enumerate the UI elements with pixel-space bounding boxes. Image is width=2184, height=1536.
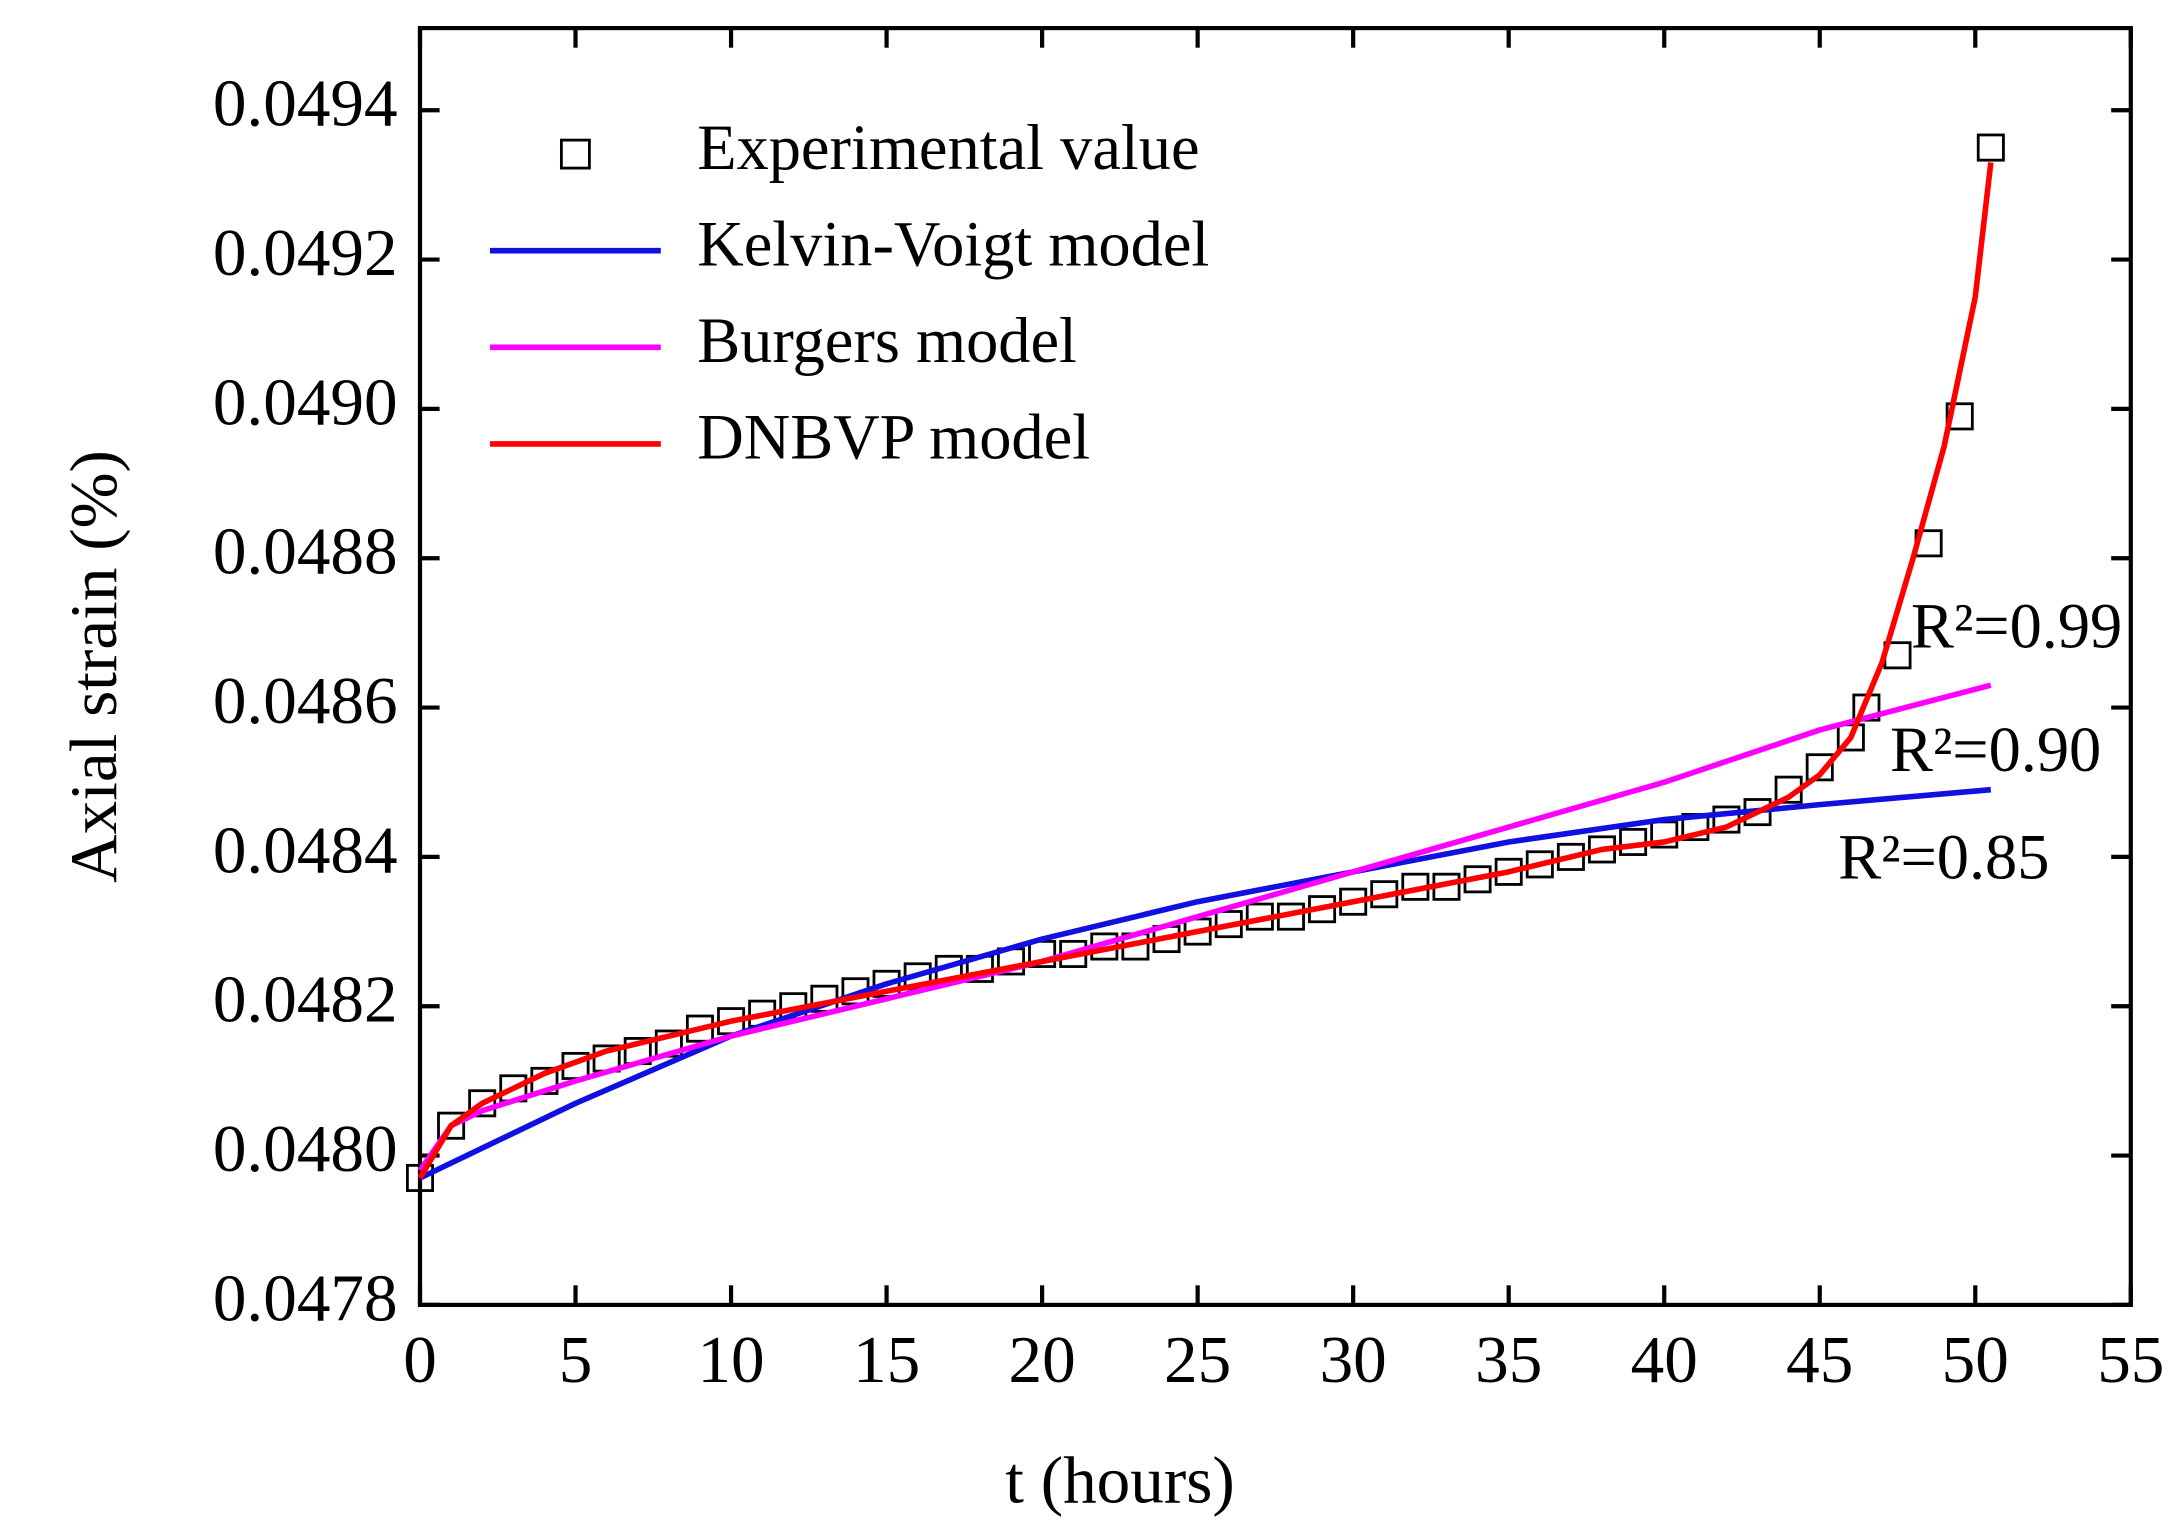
x-tick-label: 15 bbox=[853, 1322, 920, 1397]
series-line bbox=[417, 162, 1994, 1180]
data-point bbox=[437, 1111, 466, 1140]
y-tick-label: 0.0478 bbox=[213, 1260, 398, 1335]
data-point bbox=[406, 1163, 434, 1192]
annotation: R²=0.85 bbox=[1838, 822, 2049, 893]
data-point bbox=[1805, 753, 1834, 782]
legend-label: Experimental value bbox=[697, 112, 1199, 183]
y-tick-label: 0.0482 bbox=[213, 962, 398, 1037]
y-tick-label: 0.0492 bbox=[213, 215, 398, 290]
x-axis-label: t (hours) bbox=[1005, 1442, 1235, 1517]
legend-label: Kelvin-Voigt model bbox=[697, 208, 1209, 279]
legend-marker bbox=[560, 138, 591, 170]
data-point bbox=[685, 1014, 714, 1043]
y-tick-label: 0.0490 bbox=[213, 364, 398, 439]
x-tick-label: 20 bbox=[1009, 1322, 1076, 1397]
x-tick-label: 40 bbox=[1631, 1322, 1698, 1397]
legend-label: DNBVP model bbox=[697, 402, 1090, 473]
y-tick-label: 0.0480 bbox=[213, 1111, 398, 1186]
y-tick-label: 0.0486 bbox=[213, 663, 398, 738]
data-point bbox=[1945, 402, 1974, 431]
x-tick-label: 5 bbox=[559, 1322, 593, 1397]
x-tick-label: 55 bbox=[2097, 1322, 2164, 1397]
legend-label: Burgers model bbox=[697, 305, 1077, 376]
annotation: R²=0.90 bbox=[1890, 714, 2101, 785]
data-point bbox=[468, 1089, 497, 1118]
data-point bbox=[1976, 133, 2005, 162]
data-point bbox=[1556, 842, 1585, 871]
annotation: R²=0.99 bbox=[1911, 591, 2122, 662]
x-tick-label: 45 bbox=[1786, 1322, 1853, 1397]
plot-frame bbox=[417, 26, 2133, 1307]
x-tick-label: 50 bbox=[1942, 1322, 2009, 1397]
y-tick-label: 0.0488 bbox=[213, 514, 398, 589]
x-tick-label: 0 bbox=[403, 1322, 437, 1397]
x-tick-label: 35 bbox=[1475, 1322, 1542, 1397]
x-tick-label: 10 bbox=[697, 1322, 764, 1397]
y-tick-label: 0.0484 bbox=[213, 812, 398, 887]
series-line bbox=[418, 786, 1992, 1181]
x-tick-label: 25 bbox=[1164, 1322, 1231, 1397]
y-axis-label: Axial strain (%) bbox=[56, 450, 131, 883]
y-tick-label: 0.0494 bbox=[213, 66, 398, 141]
data-point bbox=[1836, 723, 1865, 752]
data-point bbox=[1525, 850, 1554, 879]
x-tick-label: 30 bbox=[1320, 1322, 1387, 1397]
